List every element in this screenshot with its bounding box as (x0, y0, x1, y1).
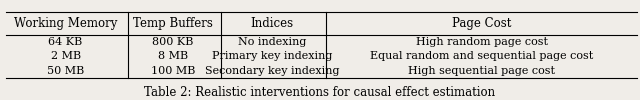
Text: 2 MB: 2 MB (51, 52, 81, 62)
Text: High sequential page cost: High sequential page cost (408, 66, 555, 76)
Text: 800 KB: 800 KB (152, 37, 193, 47)
Text: Indices: Indices (250, 17, 294, 30)
Text: Primary key indexing: Primary key indexing (212, 52, 332, 62)
Text: Page Cost: Page Cost (452, 17, 511, 30)
Text: Secondary key indexing: Secondary key indexing (205, 66, 339, 76)
Text: 8 MB: 8 MB (157, 52, 188, 62)
Text: Temp Buffers: Temp Buffers (133, 17, 212, 30)
Text: 50 MB: 50 MB (47, 66, 84, 76)
Text: Table 2: Realistic interventions for causal effect estimation: Table 2: Realistic interventions for cau… (145, 86, 495, 98)
Text: Working Memory: Working Memory (14, 17, 117, 30)
Text: Equal random and sequential page cost: Equal random and sequential page cost (370, 52, 593, 62)
Text: 64 KB: 64 KB (49, 37, 83, 47)
Text: High random page cost: High random page cost (415, 37, 548, 47)
Text: 100 MB: 100 MB (150, 66, 195, 76)
Text: No indexing: No indexing (238, 37, 306, 47)
